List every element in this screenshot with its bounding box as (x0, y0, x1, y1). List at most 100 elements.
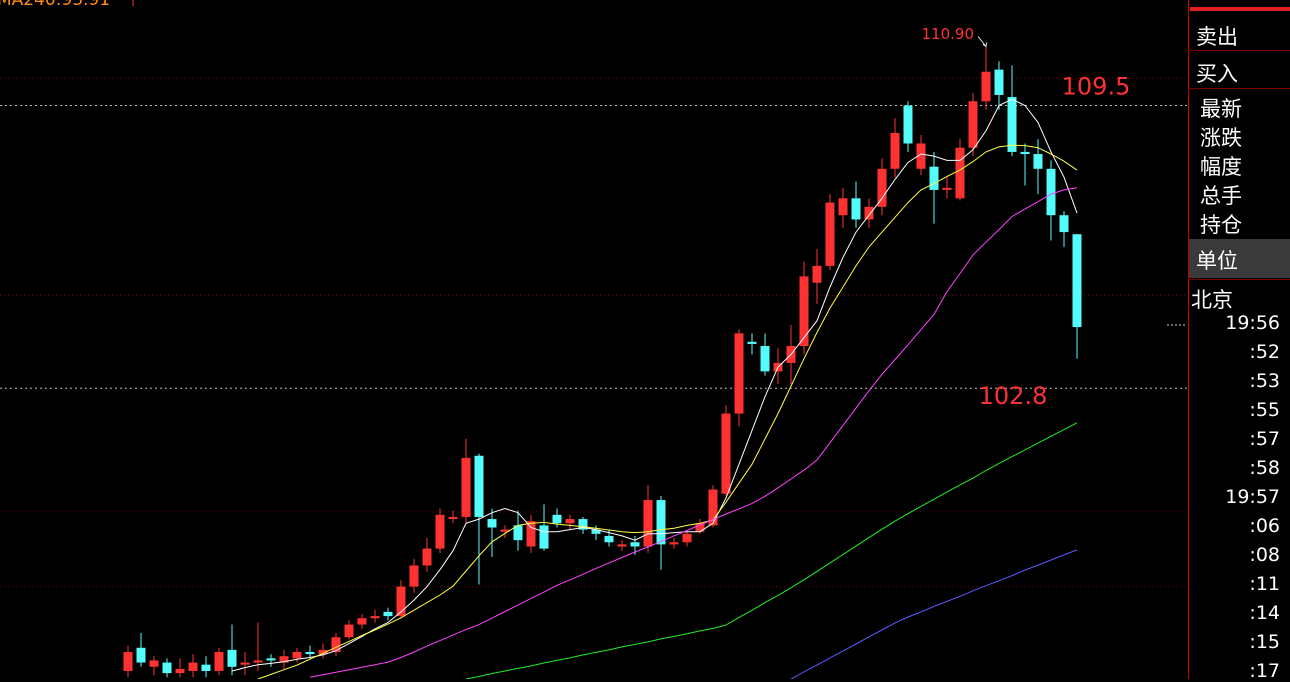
candle-body (266, 658, 276, 661)
buy-button[interactable]: 买入 (1196, 62, 1238, 86)
time-label: :52 (1249, 341, 1280, 363)
fields: 最新 涨跌 幅度 总手 持仓 (1200, 95, 1242, 240)
candle-body (448, 516, 458, 520)
plot (0, 46, 1187, 679)
candle-body (734, 333, 744, 414)
candle-body (1059, 215, 1069, 233)
candle-body (838, 198, 848, 216)
time-label: :11 (1249, 573, 1280, 595)
candle-body (630, 542, 640, 547)
candle-body (799, 276, 809, 347)
candle-body (955, 147, 965, 199)
candle-body (721, 413, 731, 494)
candle-body (175, 668, 185, 674)
candle-body (292, 651, 302, 659)
candle-body (136, 647, 146, 663)
time-label: :08 (1249, 544, 1280, 566)
candle-body (981, 71, 991, 102)
candle-body (357, 618, 367, 625)
candle-body (968, 101, 978, 148)
candle-body (669, 542, 679, 545)
time-label: :14 (1249, 602, 1280, 624)
time-label: :53 (1249, 370, 1280, 392)
candle-body (344, 624, 354, 638)
candle-body (487, 519, 497, 528)
candle-body (201, 664, 211, 671)
candle-body (916, 143, 926, 169)
candle-body (903, 105, 913, 144)
candle-body (552, 514, 562, 524)
candle-body (227, 649, 237, 667)
candle-body (695, 523, 705, 532)
candle-body (240, 662, 250, 665)
sell-button[interactable]: 卖出 (1196, 25, 1238, 49)
candle-body (331, 637, 341, 652)
candle-body (188, 662, 198, 671)
side-panel: 卖出 买入 最新 涨跌 幅度 总手 持仓 单位 北京 19:56:52:53:55:57… (1188, 0, 1290, 682)
candle-body (1033, 154, 1043, 169)
unit: 单位 (1196, 249, 1238, 273)
field-label: 总手 (1200, 184, 1242, 208)
candle-body (643, 500, 653, 547)
candle-body (253, 660, 263, 663)
candle-body (617, 544, 627, 547)
candle-body (1007, 97, 1017, 152)
ma-line (309, 187, 1078, 678)
candle-body (656, 500, 666, 545)
ma-line (465, 422, 1078, 679)
candle-body (747, 341, 757, 344)
candle-body (318, 649, 328, 655)
candle-body (123, 651, 133, 671)
field-label: 涨跌 (1200, 126, 1242, 150)
level-label: 109.5 (1062, 73, 1131, 101)
candle-body (565, 519, 575, 524)
candle-body (162, 662, 172, 674)
candle-body (994, 69, 1004, 95)
candle-body (591, 529, 601, 534)
high-arrow (977, 36, 988, 48)
candle-body (877, 168, 887, 207)
candle-body (305, 651, 315, 655)
time-label: :57 (1249, 428, 1280, 450)
candle-body (708, 489, 718, 526)
field-label: 幅度 (1200, 155, 1242, 179)
candle-body (812, 265, 822, 283)
level-label: 102.8 (979, 382, 1048, 410)
candle-body (1072, 234, 1082, 328)
chart: MA240:93.91 109.5 102.8 110.90 (0, 0, 1187, 679)
time-label: :17 (1249, 660, 1280, 682)
candle-body (214, 651, 224, 671)
candle-body (578, 519, 588, 530)
candle-body (526, 521, 536, 547)
candle-body (513, 525, 523, 541)
ma-line (257, 144, 1078, 679)
candle-body (760, 346, 770, 372)
ma-label: MA240:93.91 (0, 0, 110, 10)
high-label: 110.90 (922, 25, 975, 43)
candle-body (890, 132, 900, 169)
candle-body (1020, 151, 1030, 155)
candle-body (149, 660, 159, 667)
time-label: :06 (1249, 515, 1280, 537)
candle-body (370, 616, 380, 619)
candle-body (539, 525, 549, 549)
candle-body (1046, 168, 1056, 216)
candle-body (942, 187, 952, 190)
candle-body (422, 548, 432, 566)
candle-body (825, 202, 835, 266)
candle-body (383, 611, 393, 617)
candle-body (435, 514, 445, 549)
time-label: :15 (1249, 631, 1280, 653)
candle-body (604, 535, 614, 543)
candle-body (500, 529, 510, 532)
candle-body (851, 198, 861, 220)
location: 北京 (1191, 288, 1233, 312)
ma-line (790, 549, 1078, 679)
candle-body (929, 166, 939, 190)
candle-body (461, 457, 471, 517)
candle-body (682, 533, 692, 543)
candle-body (396, 586, 406, 617)
time-label: 19:57 (1225, 486, 1280, 508)
time-label: 19:56 (1225, 312, 1280, 334)
